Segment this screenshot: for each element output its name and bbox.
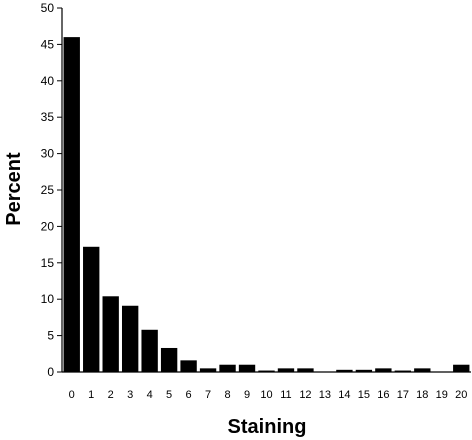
x-tick-label: 11 bbox=[280, 389, 291, 401]
y-axis: 0 5 10 15 20 25 30 35 40 45 50 bbox=[41, 1, 63, 379]
bar-12 bbox=[297, 368, 314, 372]
x-tick-label: 12 bbox=[299, 389, 311, 401]
bar-9 bbox=[238, 364, 256, 372]
bar-14 bbox=[336, 369, 353, 372]
x-tick-label: 9 bbox=[244, 389, 250, 401]
y-tick-label: 25 bbox=[41, 183, 55, 197]
y-tick-label: 30 bbox=[41, 147, 55, 161]
x-tick-label: 15 bbox=[358, 389, 370, 401]
x-tick-label: 8 bbox=[224, 389, 230, 401]
x-tick-label: 17 bbox=[397, 389, 409, 401]
y-tick-label: 50 bbox=[41, 1, 55, 15]
y-tick-label: 35 bbox=[41, 110, 55, 124]
bar-5 bbox=[160, 347, 178, 372]
bar-4 bbox=[141, 329, 158, 372]
x-tick-label: 2 bbox=[108, 389, 114, 401]
bar-1 bbox=[83, 246, 100, 372]
y-tick-label: 45 bbox=[41, 37, 55, 51]
y-tick-label: 20 bbox=[41, 219, 55, 233]
x-tick-label: 0 bbox=[69, 389, 75, 401]
x-tick-label: 7 bbox=[205, 389, 211, 401]
bar-8 bbox=[219, 364, 236, 372]
x-tick-label: 14 bbox=[338, 389, 350, 401]
bar-2 bbox=[102, 296, 119, 372]
y-tick-label: 0 bbox=[47, 365, 54, 379]
x-tick-label: 6 bbox=[186, 389, 192, 401]
x-tick-label: 20 bbox=[455, 389, 467, 401]
bar-6 bbox=[180, 360, 197, 372]
bar-3 bbox=[121, 305, 139, 372]
x-axis: 0 1 2 3 4 5 6 7 8 9 10 11 12 13 14 15 16 17 18 19 20 bbox=[62, 371, 471, 401]
bar-11 bbox=[277, 368, 295, 372]
x-tick-label: 16 bbox=[377, 389, 389, 401]
bar-20 bbox=[453, 364, 470, 372]
bar-15 bbox=[355, 369, 373, 372]
bar-10 bbox=[258, 370, 275, 372]
x-tick-label: 10 bbox=[260, 389, 272, 401]
bar-17 bbox=[394, 370, 412, 372]
x-tick-label: 13 bbox=[319, 389, 331, 401]
x-tick-label: 1 bbox=[88, 389, 94, 401]
bar-18 bbox=[414, 368, 431, 372]
x-tick-label: 3 bbox=[127, 389, 133, 401]
x-axis-title: Staining bbox=[228, 416, 307, 438]
y-tick-label: 10 bbox=[41, 292, 55, 306]
bar-0 bbox=[63, 37, 80, 373]
y-axis-title: Percent bbox=[3, 152, 25, 226]
x-tick-label: 4 bbox=[147, 389, 153, 401]
bars-group bbox=[63, 37, 470, 373]
x-tick-label: 5 bbox=[166, 389, 172, 401]
x-tick-label: 19 bbox=[436, 389, 448, 401]
bar-16 bbox=[375, 368, 392, 372]
bar-7 bbox=[199, 368, 217, 372]
y-tick-label: 40 bbox=[41, 74, 55, 88]
y-tick-label: 15 bbox=[41, 256, 55, 270]
y-tick-label: 5 bbox=[47, 329, 54, 343]
x-tick-label: 18 bbox=[416, 389, 428, 401]
